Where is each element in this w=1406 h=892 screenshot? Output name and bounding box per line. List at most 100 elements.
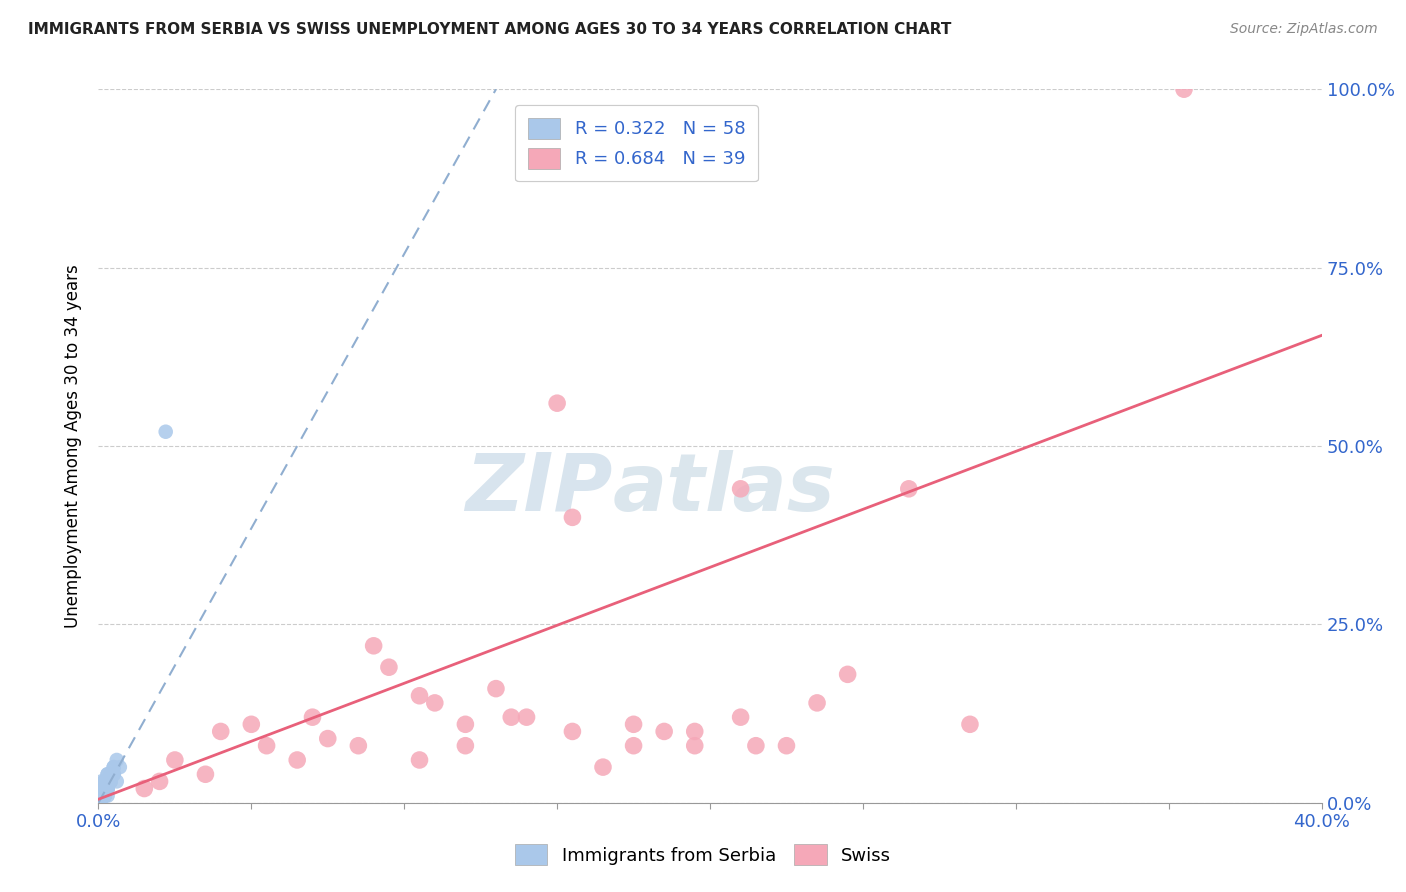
Point	[730, 482, 752, 496]
Point	[100, 774, 122, 789]
Point	[97, 789, 120, 803]
Point	[378, 660, 401, 674]
Point	[93, 781, 115, 796]
Point	[93, 789, 115, 803]
Text: Source: ZipAtlas.com: Source: ZipAtlas.com	[1230, 22, 1378, 37]
Point	[97, 767, 120, 781]
Point	[806, 696, 828, 710]
Point	[103, 767, 125, 781]
Point	[103, 760, 125, 774]
Point	[408, 753, 430, 767]
Point	[105, 753, 128, 767]
Point	[103, 760, 125, 774]
Point	[897, 482, 920, 496]
Point	[155, 425, 177, 439]
Point	[93, 781, 115, 796]
Point	[837, 667, 859, 681]
Point	[97, 781, 120, 796]
Point	[103, 767, 125, 781]
Point	[90, 781, 112, 796]
Point	[316, 731, 339, 746]
Point	[93, 789, 115, 803]
Point	[775, 739, 797, 753]
Point	[93, 789, 115, 803]
Point	[93, 789, 115, 803]
Y-axis label: Unemployment Among Ages 30 to 34 years: Unemployment Among Ages 30 to 34 years	[63, 264, 82, 628]
Point	[90, 789, 112, 803]
Point	[683, 724, 706, 739]
Point	[93, 789, 115, 803]
Point	[163, 753, 186, 767]
Point	[256, 739, 278, 753]
Point	[90, 781, 112, 796]
Point	[408, 689, 430, 703]
Point	[90, 781, 112, 796]
Point	[423, 696, 446, 710]
Point	[93, 781, 115, 796]
Point	[240, 717, 263, 731]
Point	[90, 789, 112, 803]
Point	[90, 781, 112, 796]
Point	[93, 781, 115, 796]
Legend: Immigrants from Serbia, Swiss: Immigrants from Serbia, Swiss	[506, 835, 900, 874]
Point	[93, 789, 115, 803]
Point	[100, 774, 122, 789]
Text: IMMIGRANTS FROM SERBIA VS SWISS UNEMPLOYMENT AMONG AGES 30 TO 34 YEARS CORRELATI: IMMIGRANTS FROM SERBIA VS SWISS UNEMPLOY…	[28, 22, 952, 37]
Point	[561, 724, 583, 739]
Point	[730, 710, 752, 724]
Text: ZIP: ZIP	[465, 450, 612, 528]
Point	[194, 767, 217, 781]
Text: atlas: atlas	[612, 450, 835, 528]
Point	[97, 774, 120, 789]
Point	[90, 781, 112, 796]
Point	[97, 774, 120, 789]
Point	[623, 739, 645, 753]
Point	[93, 789, 115, 803]
Point	[454, 739, 477, 753]
Point	[90, 781, 112, 796]
Point	[209, 724, 232, 739]
Point	[93, 774, 115, 789]
Point	[501, 710, 523, 724]
Point	[97, 781, 120, 796]
Point	[363, 639, 385, 653]
Point	[652, 724, 675, 739]
Point	[285, 753, 308, 767]
Point	[93, 781, 115, 796]
Point	[93, 789, 115, 803]
Point	[108, 760, 131, 774]
Point	[93, 774, 115, 789]
Point	[683, 739, 706, 753]
Point	[745, 739, 768, 753]
Point	[561, 510, 583, 524]
Point	[1173, 82, 1195, 96]
Point	[90, 774, 112, 789]
Point	[97, 767, 120, 781]
Point	[97, 774, 120, 789]
Point	[100, 767, 122, 781]
Point	[105, 774, 128, 789]
Point	[90, 781, 112, 796]
Point	[149, 774, 172, 789]
Point	[93, 789, 115, 803]
Point	[546, 396, 568, 410]
Point	[623, 717, 645, 731]
Point	[90, 781, 112, 796]
Point	[93, 774, 115, 789]
Point	[97, 781, 120, 796]
Point	[93, 789, 115, 803]
Point	[97, 774, 120, 789]
Point	[97, 774, 120, 789]
Point	[100, 767, 122, 781]
Point	[93, 789, 115, 803]
Point	[516, 710, 538, 724]
Legend: R = 0.322   N = 58, R = 0.684   N = 39: R = 0.322 N = 58, R = 0.684 N = 39	[515, 105, 758, 181]
Point	[93, 789, 115, 803]
Point	[485, 681, 508, 696]
Point	[454, 717, 477, 731]
Point	[97, 781, 120, 796]
Point	[90, 781, 112, 796]
Point	[134, 781, 156, 796]
Point	[959, 717, 981, 731]
Point	[100, 774, 122, 789]
